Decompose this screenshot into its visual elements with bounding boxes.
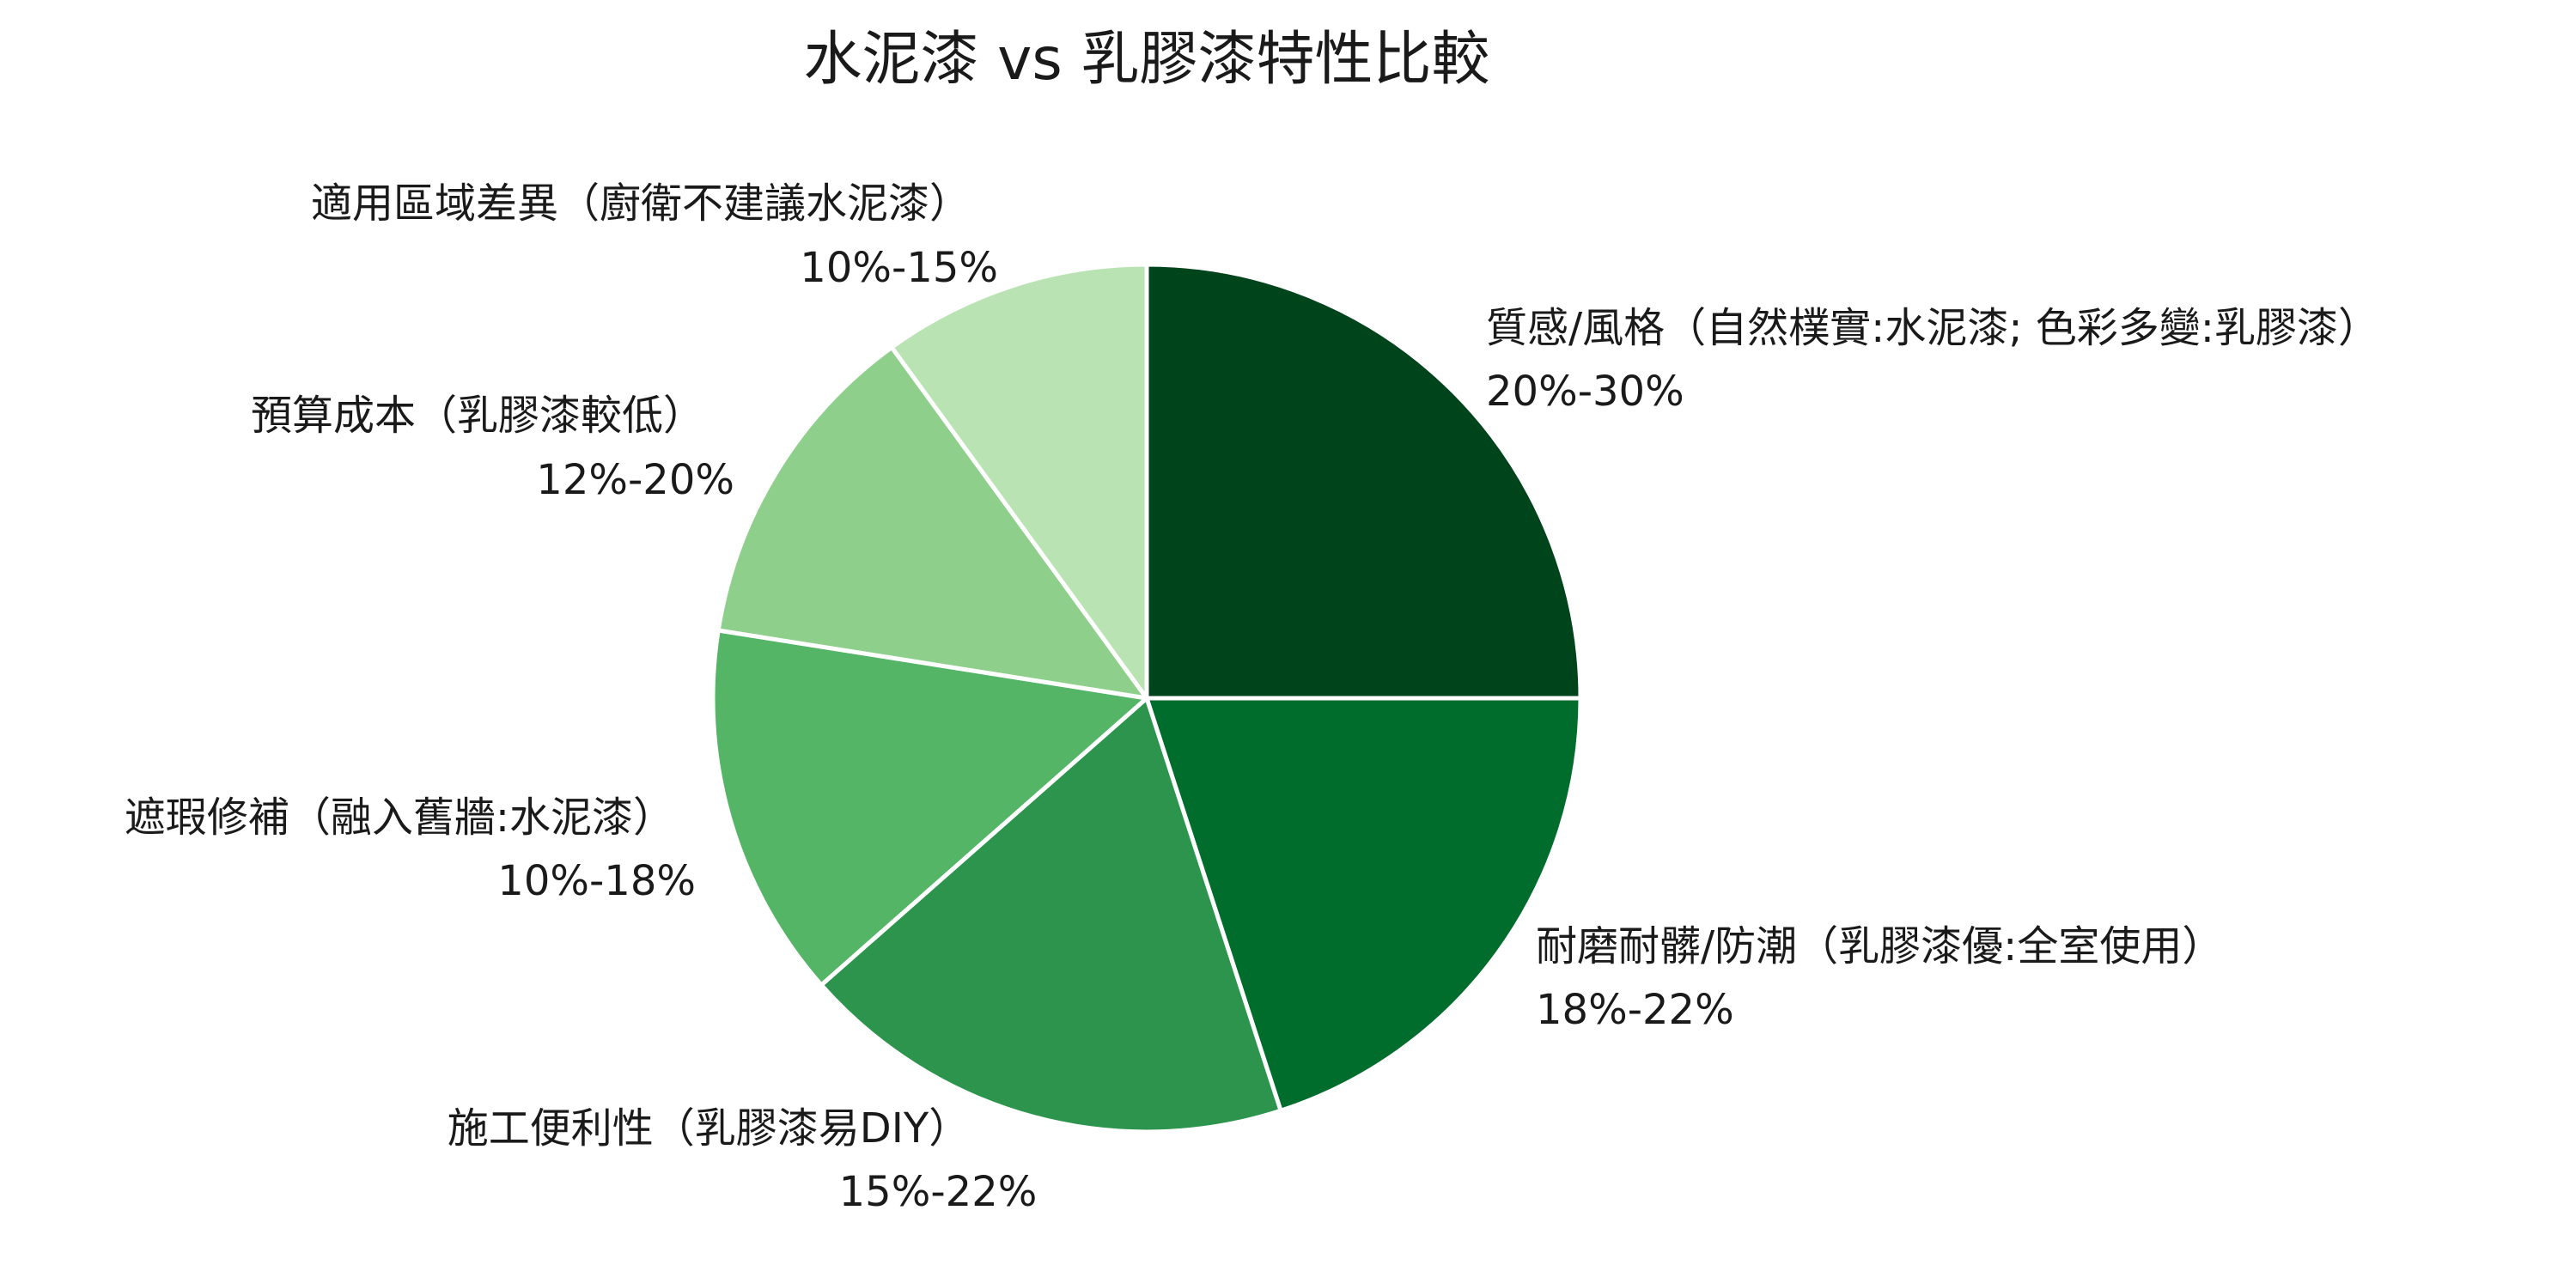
pie-labels: 質感/風格（自然樸實:水泥漆; 色彩多變:乳膠漆） 20%-30% 耐磨耐髒/防潮（… (125, 179, 2379, 1216)
pie-slice-4 (710, 628, 1149, 988)
slice-label-2: 耐磨耐髒/防潮（乳膠漆優:全室使用） (1536, 922, 2223, 970)
slice-label-3: 施工便利性（乳膠漆易DIY） (448, 1104, 970, 1152)
pie-slice-2 (1144, 696, 1583, 1113)
slice-value-5: 12%-20% (536, 456, 734, 504)
pie-slice-3 (819, 696, 1283, 1134)
slice-value-1: 20%-30% (1486, 368, 1684, 416)
pie-slices (710, 262, 1583, 1134)
slice-label-1: 質感/風格（自然樸實:水泥漆; 色彩多變:乳膠漆） (1486, 304, 2379, 352)
slice-value-3: 15%-22% (839, 1168, 1038, 1216)
chart-title: 水泥漆 vs 乳膠漆特性比較 (804, 26, 1490, 94)
slice-value-6: 10%-15% (800, 244, 998, 292)
slice-value-2: 18%-22% (1536, 986, 1734, 1034)
pie-slice-6 (889, 262, 1149, 701)
slice-value-4: 10%-18% (497, 857, 696, 905)
slice-label-5: 預算成本（乳膠漆較低） (251, 392, 704, 440)
slice-label-6: 適用區域差異（廚衛不建議水泥漆） (311, 179, 971, 228)
pie-slice-1 (1144, 262, 1583, 701)
pie-slice-5 (716, 344, 1149, 701)
slice-label-4: 遮瑕修補（融入舊牆:水泥漆） (125, 794, 674, 842)
